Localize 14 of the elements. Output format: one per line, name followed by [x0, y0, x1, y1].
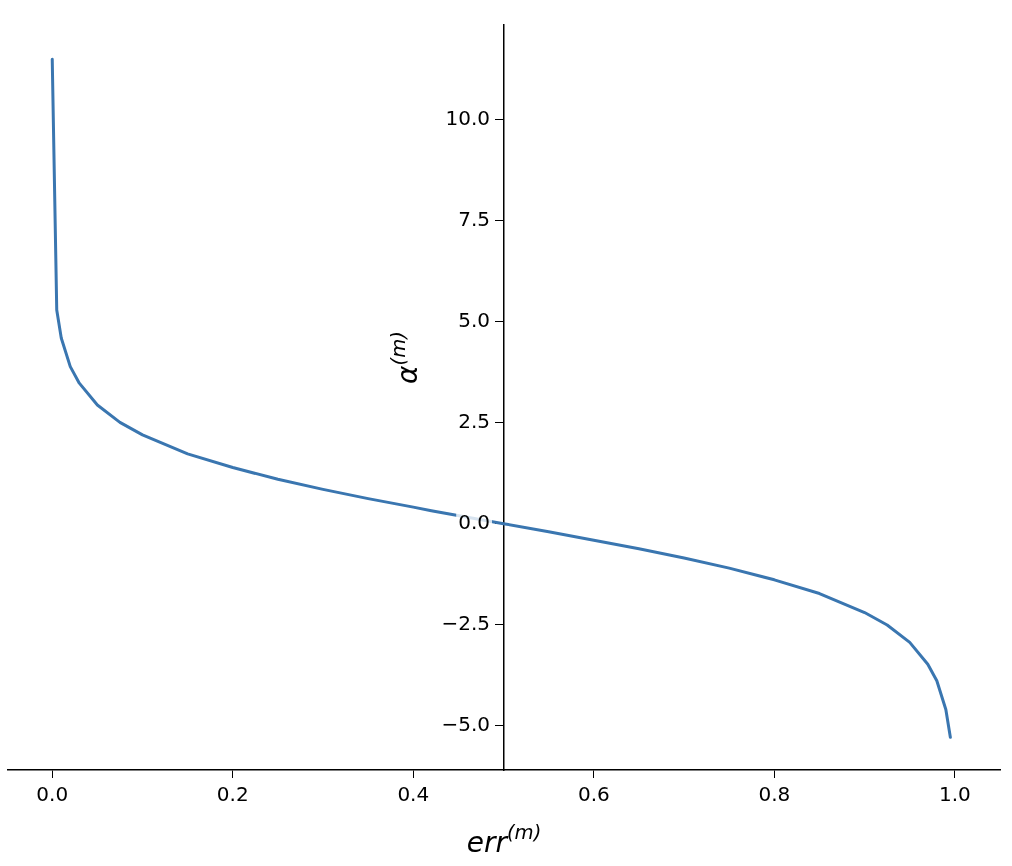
y-tick-label: −2.5: [441, 610, 490, 635]
y-axis-title: α(m): [386, 331, 425, 384]
y-tick-label: 2.5: [458, 408, 490, 433]
x-tick-label: 0.8: [758, 782, 791, 807]
y-tick-label: 5.0: [458, 307, 490, 332]
y-tick-label: 10.0: [445, 106, 490, 131]
x-tick-label: 0.4: [397, 782, 430, 807]
x-tick-label: 1.0: [938, 782, 971, 807]
x-tick-label: 0.6: [577, 782, 610, 807]
y-tick-label: 0.0: [458, 509, 490, 534]
x-tick-label: 0.2: [216, 782, 249, 807]
x-tick-label: 0.0: [36, 782, 69, 807]
y-tick-label: 7.5: [458, 207, 490, 232]
y-tick-label: −5.0: [441, 711, 490, 736]
